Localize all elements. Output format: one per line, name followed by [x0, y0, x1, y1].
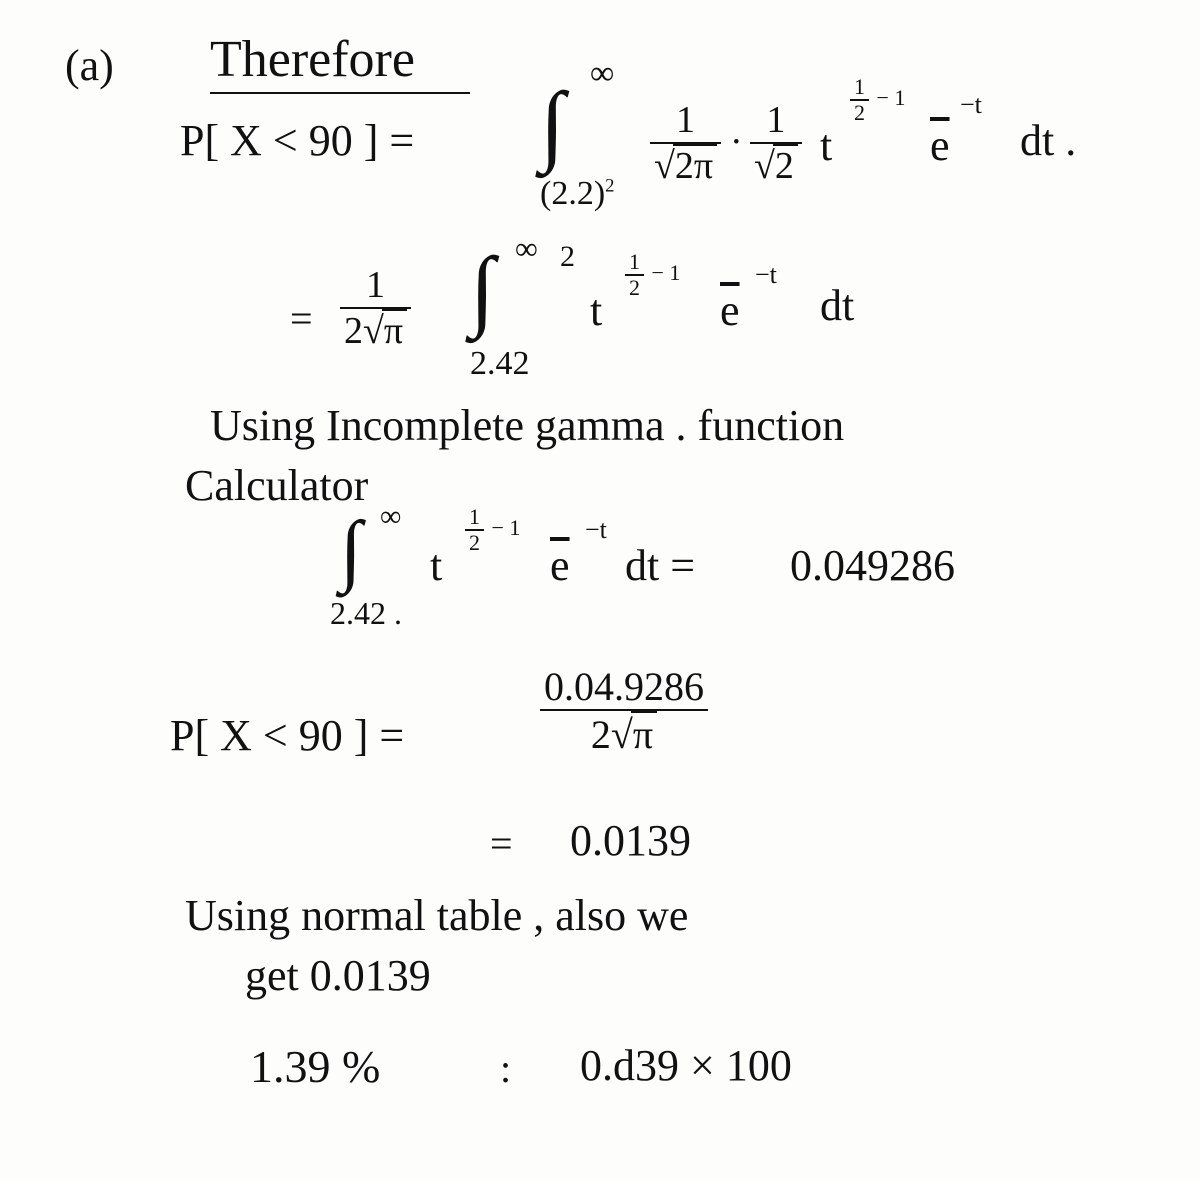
line2-int-upper2: 2: [560, 240, 575, 274]
line4-int-upper: ∞: [380, 500, 401, 534]
line2-int-upper: ∞: [515, 230, 538, 267]
part-label: (a): [65, 40, 114, 91]
line6-val: 0.0139: [570, 815, 691, 866]
line2-dt: dt: [820, 280, 854, 331]
line7b: get 0.0139: [245, 950, 431, 1001]
line1-t: t: [820, 120, 832, 171]
line2-integral: ∫: [470, 245, 495, 335]
line2-t-exp: 1 2 − 1: [625, 250, 680, 300]
line1-integral: ∫: [540, 80, 565, 170]
line5-lhs: P[ X < 90 ] =: [170, 710, 404, 761]
line1-dt: dt .: [1020, 115, 1076, 166]
line2-int-lower: 2.42: [470, 345, 530, 383]
line1-lhs: P[ X < 90 ] =: [180, 115, 414, 166]
line4-e: e: [550, 540, 570, 591]
line1-frac1: 1 √2π: [650, 100, 721, 188]
line1-e-exp: −t: [960, 90, 982, 120]
line2-frac: 1 2√π: [340, 265, 411, 353]
line4-t: t: [430, 540, 442, 591]
line3a: Using Incomplete gamma . function: [210, 400, 844, 451]
line1-int-lower: (2.2)2: [540, 175, 615, 213]
line4-e-exp: −t: [585, 515, 607, 545]
line5-frac: 0.04.9286 2√π: [540, 665, 708, 757]
therefore-word: Therefore: [210, 30, 415, 89]
therefore-underline: [210, 92, 470, 94]
line2-e: e: [720, 285, 740, 336]
line8-colon: :: [500, 1045, 511, 1092]
line2-eq: =: [290, 295, 313, 342]
line6-eq: =: [490, 820, 513, 867]
line3b: Calculator: [185, 460, 368, 511]
line8-right: 0.d39 × 100: [580, 1040, 792, 1091]
line1-int-upper: ∞: [590, 55, 614, 93]
line4-val: 0.049286: [790, 540, 955, 591]
line1-e: e: [930, 120, 950, 171]
line1-t-exp: 1 2 − 1: [850, 75, 905, 125]
line4-int-lower: 2.42 .: [330, 595, 402, 632]
line7a: Using normal table , also we: [185, 890, 688, 941]
line2-t: t: [590, 285, 602, 336]
line4-dt: dt =: [625, 540, 695, 591]
line2-e-exp: −t: [755, 260, 777, 290]
line4-integral: ∫: [340, 510, 362, 590]
line1-dot: ·: [730, 120, 743, 164]
line1-frac2: 1 √2: [750, 100, 802, 188]
line4-t-exp: 1 2 − 1: [465, 505, 520, 555]
line8-left: 1.39 %: [250, 1040, 380, 1093]
